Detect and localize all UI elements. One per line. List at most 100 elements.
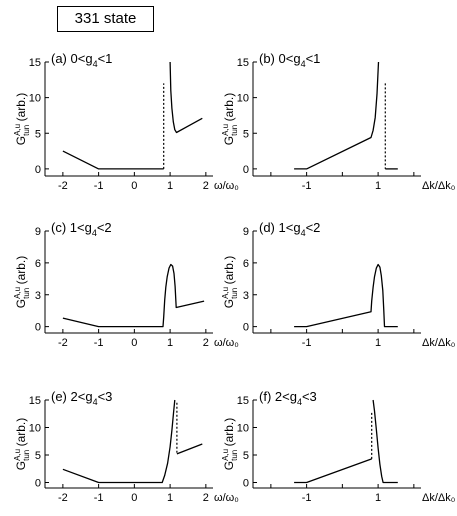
panel-b-ylabel-main: G	[222, 136, 236, 145]
panel-f-xlabel: Δk/Δk₀	[422, 492, 455, 504]
panel-b-ytick-label: 15	[237, 57, 249, 69]
panel-b-label-sub: 4	[301, 59, 306, 69]
panel-e-xlabel: ω/ω₀	[214, 492, 239, 504]
panel-e-xtick-label: 0	[131, 492, 137, 504]
panel-a-ylabel-sup: A,u	[13, 124, 22, 136]
panel-a-xlabel: ω/ω₀	[214, 180, 239, 192]
panel-b-ylabel-sup: A,u	[221, 124, 230, 136]
panel-d-label: (d) 1<g4<2	[259, 220, 320, 238]
panel-e-label: (e) 2<g4<3	[51, 389, 112, 407]
panel-a-xtick-label: -1	[94, 180, 104, 192]
panel-d: -1 1 0 3 6 9 (d) 1<g4<2 GA,utun (arb.) Δk/Δk₀	[221, 220, 455, 349]
panel-a-xtick-label: 2	[203, 180, 209, 192]
panel-f-series-0-solid	[294, 458, 372, 484]
panel-f-ylabel: GA,utun (arb.)	[221, 418, 239, 471]
panel-f-ylabel-main: G	[222, 461, 236, 470]
panel-c-ylabel-sup: A,u	[13, 287, 22, 299]
panel-b-ytick-label: 10	[237, 93, 249, 105]
panel-a-ylabel: GA,utun (arb.)	[13, 93, 31, 146]
panel-a-xtick-label: -2	[58, 180, 68, 192]
panel-f-ylabel-sup: A,u	[221, 449, 230, 461]
panel-e-ylabel-unit: (arb.)	[14, 418, 28, 450]
panel-b-xtick-label: 1	[375, 180, 381, 192]
panel-e-label-text: (e) 2<g	[51, 389, 93, 404]
panel-e-ylabel: GA,utun (arb.)	[13, 418, 31, 471]
panel-e-ylabel-sup: A,u	[13, 449, 22, 461]
panel-d-ylabel-sub: tun	[230, 288, 239, 299]
panel-d-ylabel-main: G	[222, 299, 236, 308]
panel-c-xtick-label: -1	[94, 337, 104, 349]
panel-a-ytick-label: 0	[35, 164, 41, 176]
panel-b-xtick-label: -1	[302, 180, 312, 192]
panel-d-ytick-label: 0	[243, 322, 249, 334]
panel-f-label-sub: 4	[297, 397, 302, 407]
panel-b-ylabel-unit: (arb.)	[222, 93, 236, 125]
panel-e-series-2-solid	[176, 443, 203, 455]
panel-d-ytick-label: 3	[243, 290, 249, 302]
panel-c-ylabel-main: G	[14, 299, 28, 308]
panel-d-ylabel: GA,utun (arb.)	[221, 256, 239, 309]
panel-a-ytick-label: 15	[29, 57, 41, 69]
panel-e-ytick-label: 0	[35, 478, 41, 490]
panel-d-ytick-label: 6	[243, 258, 249, 270]
panel-b-label: (b) 0<g4<1	[259, 51, 320, 69]
panel-e-label-tail: <3	[98, 389, 113, 404]
panel-c-xtick-label: 1	[167, 337, 173, 349]
panel-f-xtick-label: -1	[302, 492, 312, 504]
panel-f-label-text: (f) 2<g	[259, 389, 297, 404]
panel-e-ylabel-main: G	[14, 461, 28, 470]
panel-a-ylabel-unit: (arb.)	[14, 93, 28, 125]
panel-b-ylabel-sub: tun	[230, 125, 239, 136]
panel-f-ytick-label: 10	[237, 423, 249, 435]
panel-c-ylabel: GA,utun (arb.)	[13, 256, 31, 309]
panel-c-xtick-label: 0	[131, 337, 137, 349]
panel-d-ylabel-unit: (arb.)	[222, 256, 236, 288]
figure-title: 331 state	[57, 6, 154, 32]
panel-d-label-tail: <2	[306, 220, 321, 235]
panel-c-xtick-label: -2	[58, 337, 68, 349]
panel-a-xtick-label: 1	[167, 180, 173, 192]
panel-a-label-tail: <1	[98, 51, 113, 66]
panel-d-ytick-label: 9	[243, 226, 249, 238]
panel-b-label-tail: <1	[306, 51, 321, 66]
panel-f-ytick-label: 15	[237, 395, 249, 407]
panel-e-ytick-label: 15	[29, 395, 41, 407]
panel-a-label-text: (a) 0<g	[51, 51, 93, 66]
panel-f-label: (f) 2<g4<3	[259, 389, 317, 407]
panel-c-series-0-solid	[62, 263, 205, 328]
panel-d-ylabel-sup: A,u	[221, 287, 230, 299]
panel-a-ytick-label: 5	[35, 128, 41, 140]
panel-d-series-0-solid	[294, 263, 398, 328]
panel-c-ylabel-sub: tun	[22, 288, 31, 299]
panel-e-ytick-label: 10	[29, 423, 41, 435]
panel-a-ylabel-sub: tun	[22, 125, 31, 136]
panel-e-xtick-label: -2	[58, 492, 68, 504]
panel-b-label-text: (b) 0<g	[259, 51, 301, 66]
panel-a-label-sub: 4	[93, 59, 98, 69]
panel-c-label: (c) 1<g4<2	[51, 220, 112, 238]
panel-e-label-sub: 4	[93, 397, 98, 407]
panel-a-series-0-solid	[62, 150, 164, 170]
panel-c-ytick-label: 6	[35, 258, 41, 270]
panel-a-label: (a) 0<g4<1	[51, 51, 112, 69]
panel-a-series-1-solid	[169, 61, 203, 134]
panel-c-xlabel: ω/ω₀	[214, 337, 239, 349]
panel-b-series-0-solid	[294, 61, 380, 170]
panel-f-ytick-label: 0	[243, 478, 249, 490]
panel-f-ytick-label: 5	[243, 450, 249, 462]
panel-b-ytick-label: 5	[243, 128, 249, 140]
panel-e-series-0-solid	[62, 399, 176, 484]
panel-e-xtick-label: 2	[203, 492, 209, 504]
panel-f-series-2-solid	[372, 399, 398, 484]
panel-d-label-text: (d) 1<g	[259, 220, 301, 235]
panel-c-ylabel-unit: (arb.)	[14, 256, 28, 288]
panel-c-ytick-label: 3	[35, 290, 41, 302]
panel-e-ylabel-sub: tun	[22, 450, 31, 461]
panel-b-ytick-label: 0	[243, 164, 249, 176]
panel-b-ylabel: GA,utun (arb.)	[221, 93, 239, 146]
